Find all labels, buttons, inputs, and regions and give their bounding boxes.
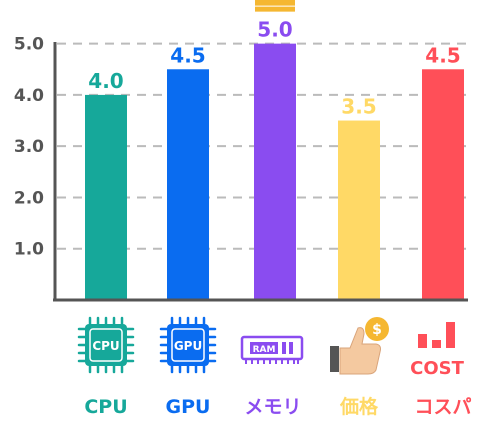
y-tick-label: 2.0 <box>14 188 44 208</box>
category-label: コスパ <box>414 396 471 418</box>
value-label: 4.5 <box>170 43 205 67</box>
ram-module-icon: RAM <box>240 335 304 364</box>
crown-layer <box>255 0 295 12</box>
y-tick-labels: 1.0 2.0 3.0 4.0 5.0 <box>14 35 44 260</box>
value-label: 5.0 <box>257 18 292 42</box>
bar <box>167 69 209 300</box>
bar <box>338 120 380 300</box>
thumbs-up-coin-icon: $ <box>330 317 389 375</box>
svg-text:RAM: RAM <box>253 345 276 355</box>
svg-text:$: $ <box>372 322 382 338</box>
value-label: 4.0 <box>88 69 123 93</box>
value-label: 3.5 <box>341 95 376 119</box>
y-tick-label: 3.0 <box>14 137 44 157</box>
gpu-chip-icon: GPU <box>159 316 217 374</box>
category-label: CPU <box>84 396 127 418</box>
svg-text:COST: COST <box>410 358 464 379</box>
category-label: メモリ <box>244 396 301 418</box>
cost-bars-icon: COST <box>410 322 465 379</box>
y-tick-label: 5.0 <box>14 35 44 55</box>
crown-icon <box>255 0 295 12</box>
bar <box>422 69 464 300</box>
bars <box>85 43 464 301</box>
value-labels: 4.0 4.5 5.0 3.5 4.5 <box>88 18 460 119</box>
category-label: GPU <box>166 396 211 418</box>
svg-text:GPU: GPU <box>174 339 202 353</box>
cpu-chip-icon: CPU <box>77 316 135 374</box>
bar <box>85 94 127 300</box>
svg-text:CPU: CPU <box>92 339 119 353</box>
axes <box>53 42 468 302</box>
y-tick-label: 1.0 <box>14 240 44 260</box>
category-label: 価格 <box>339 395 379 418</box>
y-tick-label: 4.0 <box>14 86 44 106</box>
category-labels: CPU GPU メモリ 価格 コスパ <box>84 395 471 418</box>
bar <box>254 43 296 301</box>
value-label: 4.5 <box>425 43 460 67</box>
